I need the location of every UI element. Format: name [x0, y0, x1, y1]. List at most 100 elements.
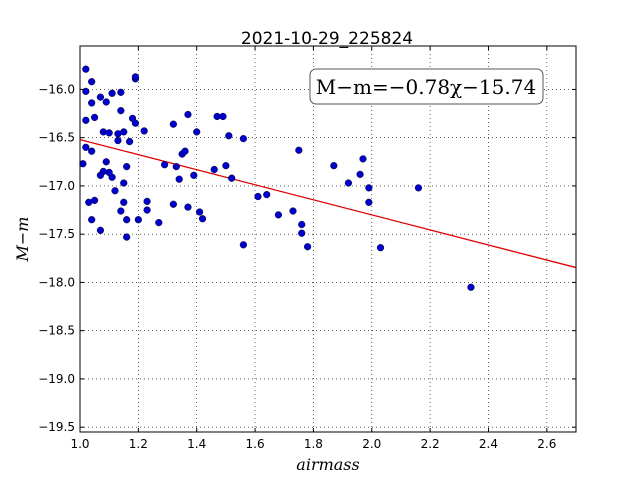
- data-point: [190, 171, 198, 179]
- data-point: [90, 196, 99, 205]
- data-point: [114, 136, 122, 145]
- data-point: [289, 207, 297, 215]
- x-axis-label: airmass: [296, 455, 359, 474]
- data-point: [111, 187, 119, 195]
- data-point: [239, 135, 247, 143]
- data-point: [239, 241, 247, 249]
- y-tick-label: −18.5: [38, 324, 75, 338]
- data-point: [120, 128, 128, 136]
- y-tick-label: −16.0: [38, 82, 75, 96]
- x-tick-label: 2.4: [479, 437, 498, 451]
- data-point: [123, 233, 131, 241]
- x-tick-label: 1.4: [187, 437, 206, 451]
- data-point: [198, 215, 207, 223]
- y-tick-label: −17.0: [38, 179, 75, 193]
- fit-line: [79, 138, 577, 269]
- data-point: [126, 137, 134, 146]
- data-point: [82, 65, 90, 73]
- fit-equation: M−m=−0.78χ−15.74: [316, 75, 536, 99]
- y-tick-label: −19.5: [38, 420, 75, 434]
- data-point: [210, 165, 218, 174]
- y-tick-label: −19.0: [38, 372, 75, 386]
- data-point: [356, 170, 364, 178]
- data-point: [172, 163, 180, 171]
- data-point: [140, 127, 148, 135]
- data-point: [298, 220, 306, 229]
- annotation-frame: [309, 68, 544, 105]
- data-point: [108, 89, 116, 97]
- data-point: [117, 107, 125, 115]
- data-point: [274, 211, 283, 219]
- x-tick-label: 1.0: [70, 437, 89, 451]
- plot-frame: [79, 45, 577, 433]
- data-point: [365, 198, 373, 206]
- data-point: [82, 143, 90, 151]
- data-point: [108, 173, 116, 181]
- data-point: [228, 174, 236, 182]
- y-axis-label: M−m: [13, 217, 32, 263]
- data-point: [143, 206, 151, 214]
- data-point: [82, 116, 90, 124]
- data-point: [96, 171, 105, 179]
- data-point: [79, 160, 87, 168]
- data-point: [88, 99, 96, 107]
- data-point: [359, 155, 367, 163]
- data-point: [155, 218, 163, 227]
- data-point: [330, 162, 338, 170]
- data-point: [254, 192, 262, 201]
- data-point: [88, 216, 96, 224]
- data-point: [96, 93, 105, 101]
- data-point: [88, 147, 96, 155]
- data-point: [225, 132, 233, 140]
- data-point: [222, 162, 230, 170]
- axis-ticks: 1.0 1.2 1.4 1.6 1.8 2.0 2.2 2.4 2.6 −16.0 −16.5 −17…: [38, 46, 576, 451]
- x-tick-label: 1.8: [304, 437, 323, 451]
- x-tick-label: 2.6: [537, 437, 556, 451]
- data-point: [117, 88, 125, 96]
- data-point: [131, 119, 140, 127]
- data-point: [102, 158, 110, 166]
- data-point: [219, 112, 227, 121]
- data-point: [303, 243, 312, 251]
- data-point: [88, 78, 96, 86]
- fit-line-group: [79, 138, 577, 269]
- data-point: [298, 229, 306, 237]
- x-tick-label: 2.2: [421, 437, 440, 451]
- data-point: [196, 208, 204, 216]
- x-tick-label: 1.2: [129, 437, 148, 451]
- data-point: [161, 161, 169, 169]
- data-point: [295, 146, 303, 154]
- data-point: [263, 191, 271, 199]
- chart-title: 2021-10-29_225824: [241, 29, 413, 49]
- x-tick-label: 2.0: [362, 437, 381, 451]
- annotation-box: M−m=−0.78χ−15.74: [309, 68, 544, 105]
- data-point: [365, 184, 373, 192]
- data-point: [184, 203, 192, 211]
- data-point: [344, 179, 353, 187]
- data-point: [193, 128, 201, 136]
- data-point: [169, 200, 177, 208]
- data-point: [376, 244, 385, 252]
- data-point: [184, 110, 192, 119]
- y-tick-label: −18.0: [38, 275, 75, 289]
- data-point: [102, 98, 110, 106]
- data-point: [96, 226, 105, 234]
- data-point: [134, 216, 142, 224]
- data-point: [120, 179, 128, 187]
- data-point: [143, 197, 151, 205]
- data-point: [120, 198, 128, 206]
- data-point: [105, 129, 113, 137]
- data-point: [82, 87, 90, 95]
- data-point: [175, 175, 183, 183]
- y-tick-label: −16.5: [38, 131, 75, 145]
- data-point: [169, 120, 177, 128]
- y-tick-label: −17.5: [38, 227, 75, 241]
- data-point: [90, 113, 99, 122]
- data-point: [414, 184, 423, 192]
- x-tick-label: 1.6: [246, 437, 265, 451]
- data-point: [123, 163, 131, 171]
- data-point: [131, 73, 140, 81]
- data-point: [123, 216, 131, 224]
- data-points: [79, 65, 475, 291]
